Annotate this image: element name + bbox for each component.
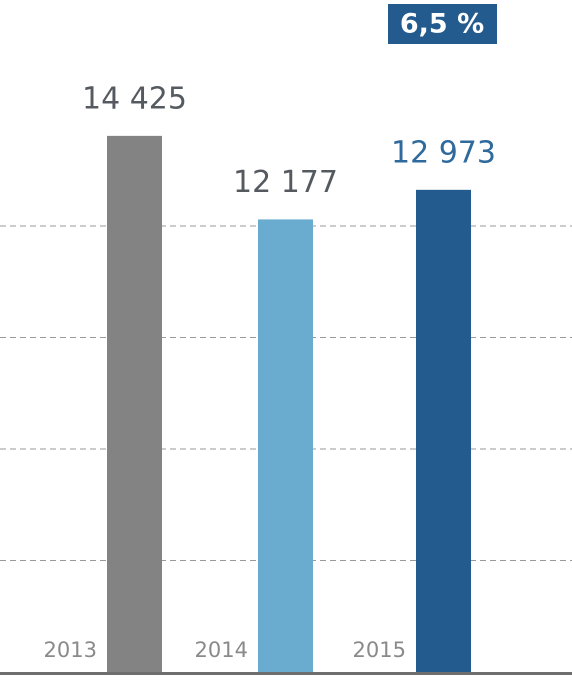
bar (416, 189, 471, 672)
x-tick-label: 2014 (195, 638, 248, 662)
annotation: 6,5 % (400, 9, 484, 40)
x-tick-label: 2015 (353, 638, 406, 662)
annotation-badge (388, 4, 497, 44)
bar (107, 135, 162, 672)
x-tick-label: 2013 (44, 638, 97, 662)
value-label: 12 973 (391, 135, 496, 170)
value-label: 12 177 (233, 165, 338, 200)
value-label: 14 425 (82, 81, 187, 116)
bar (258, 219, 313, 672)
